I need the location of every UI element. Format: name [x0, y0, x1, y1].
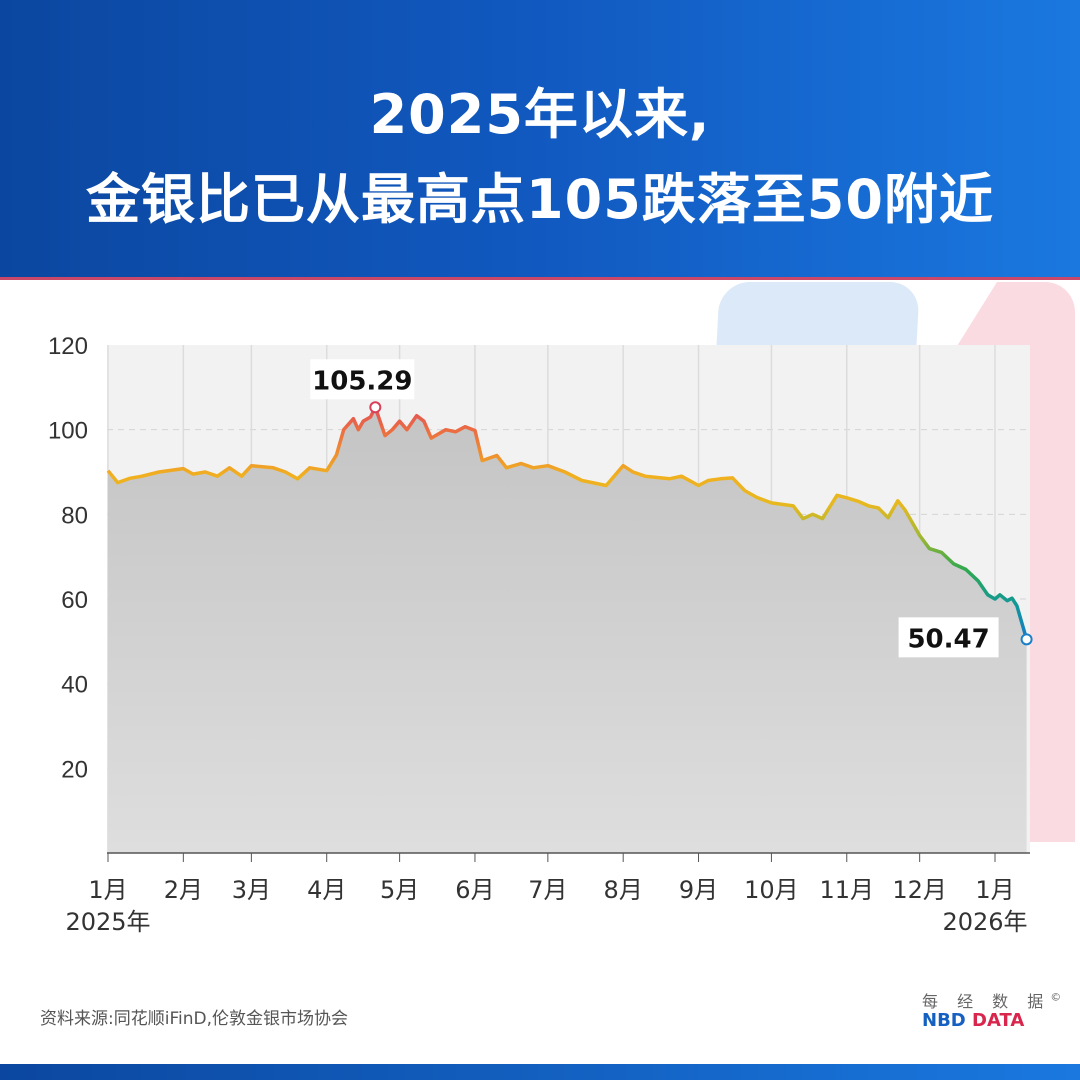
y-tick-label: 20: [61, 756, 88, 783]
x-tick-label: 7月: [528, 876, 567, 904]
x-tick-label: 8月: [604, 876, 643, 904]
x-tick-label: 12月: [892, 876, 947, 904]
area-fill: [108, 407, 1027, 853]
annotation-label: 105.29: [312, 366, 412, 396]
x-tick-label: 10月: [744, 876, 799, 904]
annotation-label: 50.47: [907, 624, 989, 654]
y-tick-label: 80: [61, 502, 88, 529]
logo-nbd-data: NBD DATA: [922, 1010, 1025, 1031]
x-tick-label: 9月: [679, 876, 718, 904]
source-note: 资料来源:同花顺iFinD,伦敦金银市场协会: [40, 1009, 348, 1029]
ratio-line: [106, 405, 1029, 640]
x-tick-label: 5月: [380, 876, 419, 904]
title-line-2: 金银比已从最高点105跌落至50附近: [86, 168, 994, 231]
x-tick-label: 4月: [307, 876, 346, 904]
annotation-marker: [1020, 633, 1033, 646]
x-tick-label: 1月: [88, 876, 127, 904]
year-label: 2025年: [65, 908, 150, 936]
x-tick-label: 3月: [232, 876, 271, 904]
x-tick-label: 11月: [819, 876, 874, 904]
logo-chinese: 每 经 数 据©: [922, 990, 1062, 1011]
x-tick-label: 1月: [975, 876, 1014, 904]
title-line-1: 2025年以来,: [369, 83, 711, 146]
annotation-marker: [369, 401, 382, 414]
footer-bar: [0, 1064, 1080, 1080]
y-tick-label: 100: [48, 418, 88, 445]
x-tick-label: 6月: [455, 876, 494, 904]
y-tick-label: 120: [48, 333, 88, 360]
header-banner: 2025年以来, 金银比已从最高点105跌落至50附近: [0, 0, 1080, 280]
annotation-box: [310, 359, 415, 400]
y-tick-label: 60: [61, 587, 88, 614]
x-tick-label: 2月: [164, 876, 203, 904]
annotation-box: [898, 617, 999, 658]
y-tick-label: 40: [61, 672, 88, 699]
year-label: 2026年: [942, 908, 1027, 936]
